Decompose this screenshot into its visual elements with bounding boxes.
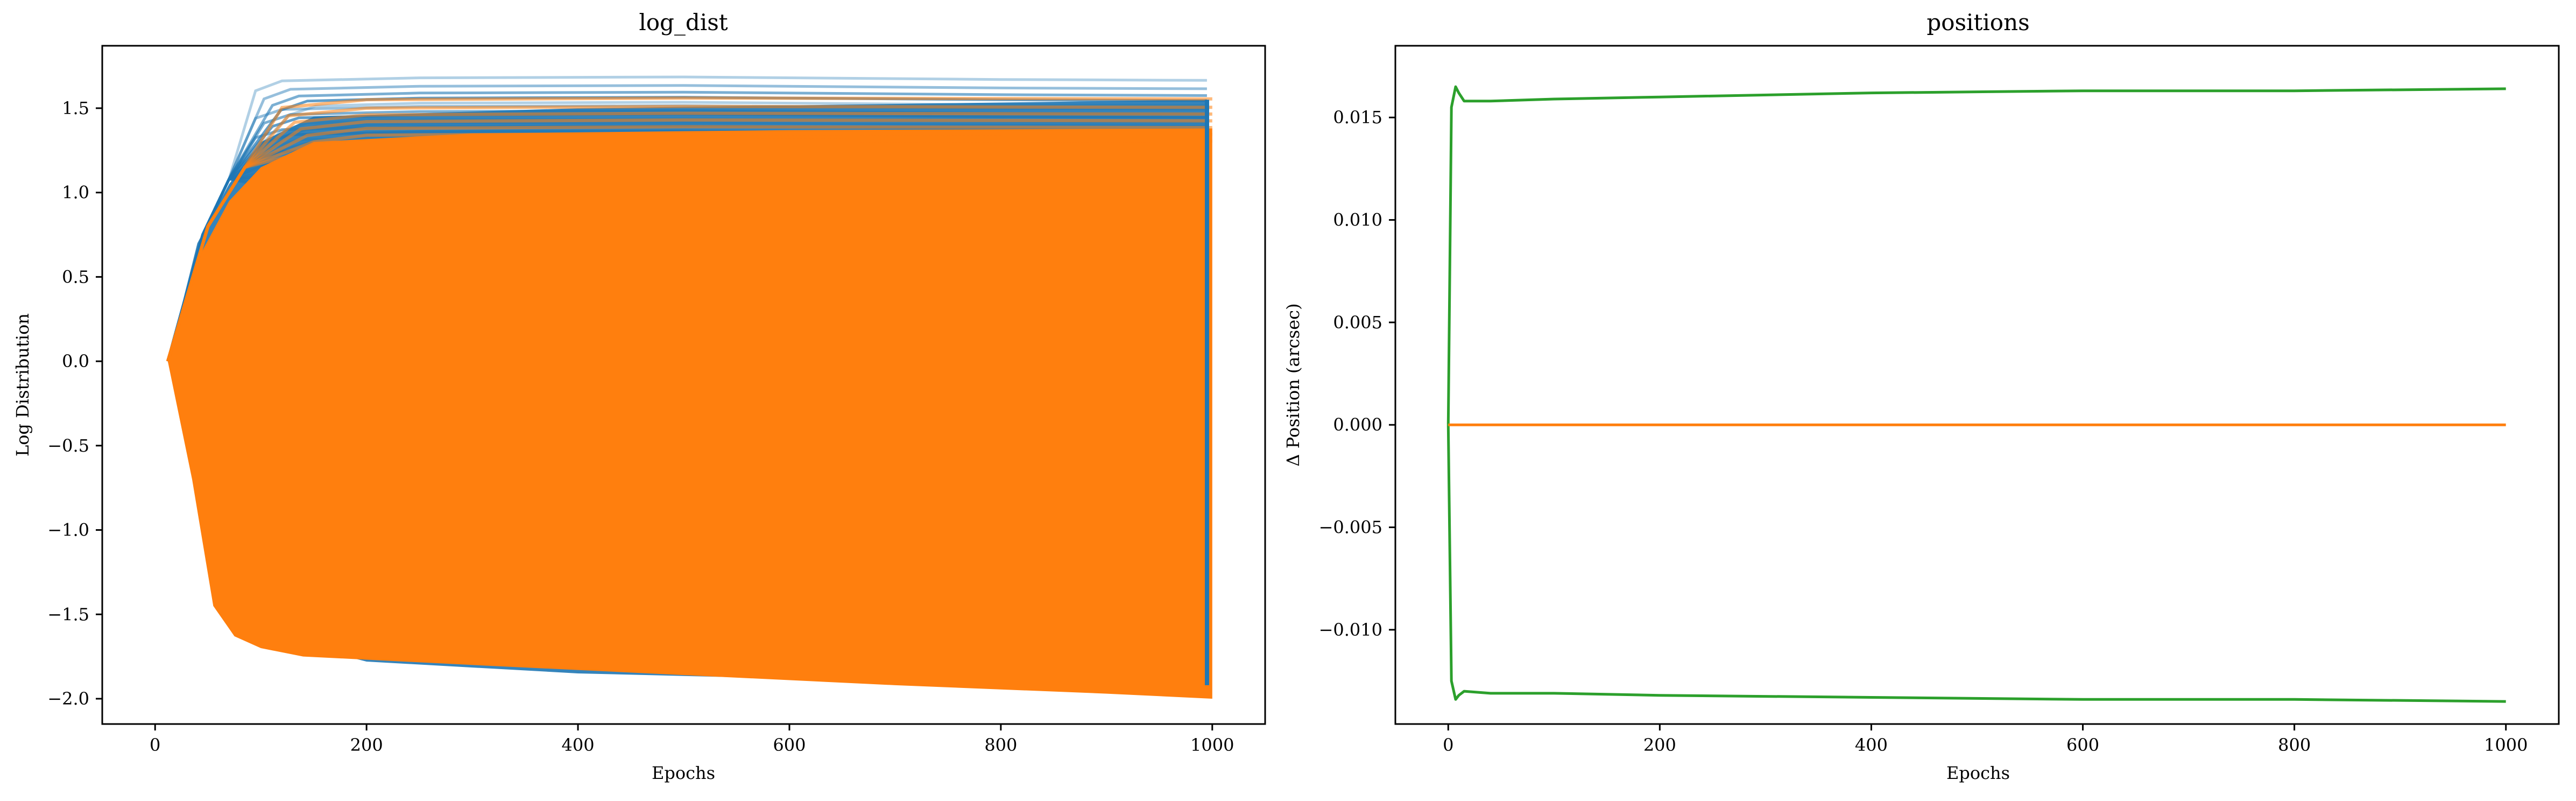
log-dist-x-tick-label: 1000 (1190, 735, 1234, 755)
log-dist-x-label: Epochs (652, 763, 715, 783)
log-dist-y-tick-label: −0.5 (47, 435, 89, 456)
positions-x-label: Epochs (1946, 763, 2010, 783)
positions-y-label: Δ Position (arcsec) (1283, 303, 1303, 466)
positions-x-tick-label: 1000 (2484, 735, 2528, 755)
positions-x-tick-label: 0 (1443, 735, 1453, 755)
log-dist-y-tick-label: 1.0 (62, 182, 89, 203)
positions-y-tick-label: −0.005 (1319, 517, 1382, 538)
positions-y-tick-label: 0.010 (1333, 210, 1382, 230)
positions-series-line-1 (1446, 85, 2506, 425)
log-dist-y-tick-label: 0.0 (62, 351, 89, 371)
log-dist-x-tick-label: 800 (984, 735, 1017, 755)
log-dist-x-ticks: 0 200 400 600 800 1000 (150, 724, 1234, 755)
log-dist-x-tick-label: 400 (562, 735, 595, 755)
log-dist-panel: log_dist 0 200 400 600 800 1000 −2.0−1.5−1.0−… (12, 9, 1266, 783)
log-dist-y-tick-label: −1.0 (47, 520, 89, 540)
positions-y-tick-label: 0.000 (1333, 414, 1382, 435)
log-dist-y-tick-label: 1.5 (62, 98, 89, 118)
log-dist-y-ticks: −2.0 −1.5 −1.0 −0.5 0.0 0.5 1.0 1.5 (47, 98, 102, 709)
positions-panel: positions 0 200 400 600 800 1000 −0.010 −0.005… (1283, 9, 2560, 783)
log-dist-y-tick-label: −1.5 (47, 604, 89, 624)
positions-x-tick-label: 600 (2066, 735, 2099, 755)
positions-title: positions (1926, 9, 2029, 36)
log-dist-title: log_dist (639, 9, 728, 36)
positions-x-tick-label: 400 (1855, 735, 1888, 755)
log-dist-y-tick-label: 0.5 (62, 266, 89, 287)
orange-series-band (167, 128, 1212, 699)
log-dist-y-tick-label: −2.0 (47, 688, 89, 709)
positions-y-tick-label: 0.005 (1333, 312, 1382, 333)
log-dist-x-tick-label: 600 (773, 735, 806, 755)
log-dist-y-label: Log Distribution (12, 313, 33, 456)
orange-series-line (166, 138, 1212, 362)
positions-x-tick-label: 200 (1643, 735, 1676, 755)
positions-y-tick-label: −0.010 (1319, 620, 1382, 640)
positions-x-tick-label: 800 (2278, 735, 2311, 755)
positions-y-tick-label: 0.015 (1333, 107, 1382, 128)
log-dist-plot-area (166, 75, 1212, 699)
positions-y-ticks: −0.010 −0.005 0.000 0.005 0.010 0.015 (1319, 107, 1395, 640)
log-dist-x-tick-label: 0 (150, 735, 160, 755)
positions-plot-area (1446, 85, 2506, 703)
positions-axes-frame (1394, 45, 2560, 725)
log-dist-x-tick-label: 200 (350, 735, 383, 755)
positions-series-line-2 (1446, 425, 2506, 703)
log-dist-axes-frame (101, 45, 1266, 725)
positions-x-ticks: 0 200 400 600 800 1000 (1443, 724, 2528, 755)
